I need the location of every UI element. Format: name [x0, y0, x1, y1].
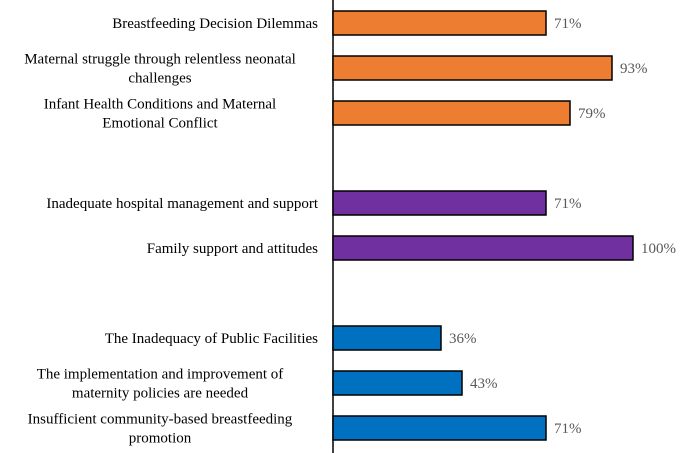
bar-1: [332, 10, 547, 36]
category-label-7-line-1: The implementation and improvement of: [37, 367, 284, 383]
bar-7: [332, 370, 463, 396]
category-label-6-line-1: The Inadequacy of Public Facilities: [105, 331, 318, 347]
bars-layer: [332, 10, 634, 441]
bar-2: [332, 55, 613, 81]
bar-4: [332, 190, 547, 216]
value-label-4: 71%: [554, 196, 582, 212]
value-label-7: 43%: [470, 376, 498, 392]
value-label-1: 71%: [554, 16, 582, 32]
bar-6: [332, 325, 442, 351]
category-label-7-line-2: maternity policies are needed: [72, 386, 249, 402]
category-label-1-line-1: Breastfeeding Decision Dilemmas: [112, 16, 318, 32]
bar-8: [332, 415, 547, 441]
value-label-6: 36%: [449, 331, 477, 347]
category-label-3-line-2: Emotional Conflict: [102, 116, 218, 132]
category-label-4-line-1: Inadequate hospital management and suppo…: [46, 196, 318, 212]
value-label-5: 100%: [641, 241, 676, 257]
category-label-5-line-1: Family support and attitudes: [147, 241, 318, 257]
value-label-2: 93%: [620, 61, 648, 77]
category-label-8-line-2: promotion: [129, 431, 192, 447]
category-label-2-line-1: Maternal struggle through relentless neo…: [24, 52, 296, 68]
labels-layer: 71% Breastfeeding Decision Dilemmas 93% Mat…: [24, 16, 676, 447]
category-label-3-line-1: Infant Health Conditions and Maternal: [44, 97, 276, 113]
bar-3: [332, 100, 571, 126]
bar-5: [332, 235, 634, 261]
category-label-2-line-2: challenges: [128, 71, 191, 87]
value-label-3: 79%: [578, 106, 606, 122]
category-label-8-line-1: Insufficient community-based breastfeedi…: [28, 412, 293, 428]
value-label-8: 71%: [554, 421, 582, 437]
